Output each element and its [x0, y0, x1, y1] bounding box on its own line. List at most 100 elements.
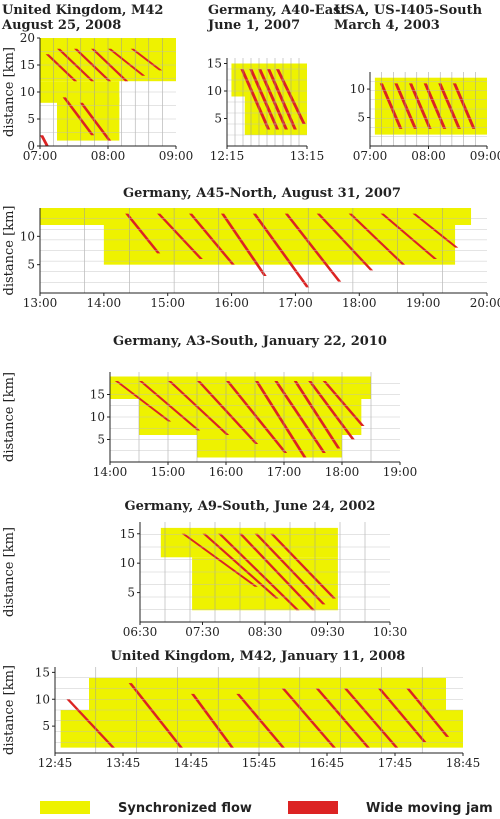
panel-title: United Kingdom, M42 [2, 3, 163, 18]
wide-moving-jam [267, 69, 297, 130]
panel-title: Germany, A40-East [208, 3, 346, 18]
x-tick-label: 17:45 [378, 756, 413, 770]
y-tick-label: 10 [90, 410, 105, 424]
x-tick-label: 06:30 [123, 625, 158, 639]
synchronized-flow-region [197, 435, 342, 458]
x-tick-label: 08:00 [411, 149, 446, 163]
plot-area [60, 677, 463, 748]
y-tick-label: 10 [20, 229, 35, 243]
y-tick-label: 20 [20, 31, 35, 45]
y-tick-label: 10 [120, 556, 135, 570]
y-tick-label: 5 [27, 258, 35, 272]
panel-title: August 25, 2008 [1, 18, 121, 33]
x-tick-label: 19:00 [406, 296, 441, 310]
x-tick-label: 17:00 [278, 296, 313, 310]
wide-moving-jam [394, 83, 418, 129]
x-tick-label: 09:00 [159, 149, 194, 163]
wide-moving-jam [255, 381, 307, 458]
plot-area [374, 77, 487, 135]
x-tick-label: 14:00 [87, 296, 122, 310]
wide-moving-jam [202, 533, 279, 599]
legend-label-wide-moving-jam: Wide moving jam [366, 801, 493, 816]
x-tick-label: 16:00 [209, 465, 244, 479]
legend-label-synchronized: Synchronized flow [118, 801, 252, 816]
y-axis-label: distance [km] [2, 665, 17, 755]
synchronized-flow-region [110, 376, 371, 399]
panel-title: United Kingdom, M42, January 11, 2008 [111, 649, 406, 664]
synchronized-flow-region [60, 710, 463, 748]
y-tick-label: 15 [35, 665, 50, 679]
x-tick-label: 18:00 [342, 296, 377, 310]
y-tick-label: 15 [120, 527, 135, 541]
x-tick-label: 07:00 [23, 149, 58, 163]
legend-swatch-wide-moving-jam [288, 801, 338, 814]
x-tick-label: 09:30 [310, 625, 345, 639]
x-tick-label: 16:45 [310, 756, 345, 770]
x-tick-label: 13:15 [290, 149, 325, 163]
x-tick-label: 10:30 [373, 625, 408, 639]
x-tick-label: 07:30 [185, 625, 220, 639]
y-axis-label: distance [km] [2, 206, 17, 296]
y-tick-label: 5 [357, 111, 365, 125]
y-tick-label: 5 [97, 433, 105, 447]
wide-moving-jam [249, 69, 280, 130]
panel-title: Germany, A45-North, August 31, 2007 [123, 186, 401, 201]
wide-moving-jam [62, 97, 95, 136]
panel-4: Germany, A45-North, August 31, 2007 5 10 13… [2, 186, 500, 310]
y-tick-label: 15 [207, 57, 222, 71]
wide-moving-jam [157, 213, 203, 259]
wide-moving-jam [452, 83, 476, 129]
y-axis-label: distance [km] [2, 47, 17, 137]
x-tick-label: 12:45 [38, 756, 73, 770]
y-tick-label: 10 [35, 692, 50, 706]
wide-moving-jam [40, 135, 49, 146]
x-tick-label: 07:00 [353, 149, 388, 163]
wide-moving-jam [258, 69, 288, 130]
wide-moving-jam [293, 381, 341, 449]
y-tick-label: 10 [350, 82, 365, 96]
wide-moving-jam [66, 699, 115, 748]
panel-title: June 1, 2007 [207, 18, 300, 33]
wide-moving-jam [281, 688, 336, 748]
x-tick-label: 16:00 [214, 296, 249, 310]
wide-moving-jam [423, 83, 447, 129]
x-tick-label: 08:00 [91, 149, 126, 163]
y-tick-label: 0 [27, 139, 35, 153]
panel-7: United Kingdom, M42, January 11, 2008 5 10… [2, 649, 480, 770]
wide-moving-jam [108, 48, 146, 76]
panel-title: USA, US-I405-South [334, 3, 483, 18]
wide-moving-jam [308, 381, 355, 440]
panel-title: Germany, A3-South, January 22, 2010 [113, 334, 387, 349]
panel-title: Germany, A9-South, June 24, 2002 [125, 499, 376, 514]
wide-moving-jam [284, 213, 342, 282]
legend: Synchronized flow Wide moving jam [40, 801, 493, 816]
wide-moving-jam [380, 213, 437, 259]
plot-area [40, 208, 472, 288]
x-tick-label: 18:00 [325, 465, 360, 479]
x-tick-label: 20:00 [470, 296, 500, 310]
x-tick-label: 15:00 [150, 296, 185, 310]
y-tick-label: 15 [90, 388, 105, 402]
y-axis-label: distance [km] [2, 527, 17, 617]
panel-6: Germany, A9-South, June 24, 2002 5 10 15 06:… [2, 499, 407, 639]
x-tick-label: 09:00 [470, 149, 500, 163]
y-tick-label: 5 [42, 719, 50, 733]
x-tick-label: 12:15 [210, 149, 245, 163]
panel-title: March 4, 2003 [334, 18, 440, 33]
y-tick-label: 5 [214, 112, 222, 126]
wide-moving-jam [379, 83, 403, 129]
wide-moving-jam [348, 213, 406, 265]
wide-moving-jam [378, 688, 427, 743]
x-tick-label: 17:00 [267, 465, 302, 479]
x-tick-label: 15:45 [242, 756, 277, 770]
x-tick-label: 18:45 [446, 756, 481, 770]
x-tick-label: 19:00 [383, 465, 418, 479]
wide-moving-jam [322, 381, 365, 426]
wide-moving-jam [189, 213, 235, 265]
panel-5: Germany, A3-South, January 22, 2010 5 10 15… [2, 334, 417, 479]
wide-moving-jam [79, 102, 112, 141]
